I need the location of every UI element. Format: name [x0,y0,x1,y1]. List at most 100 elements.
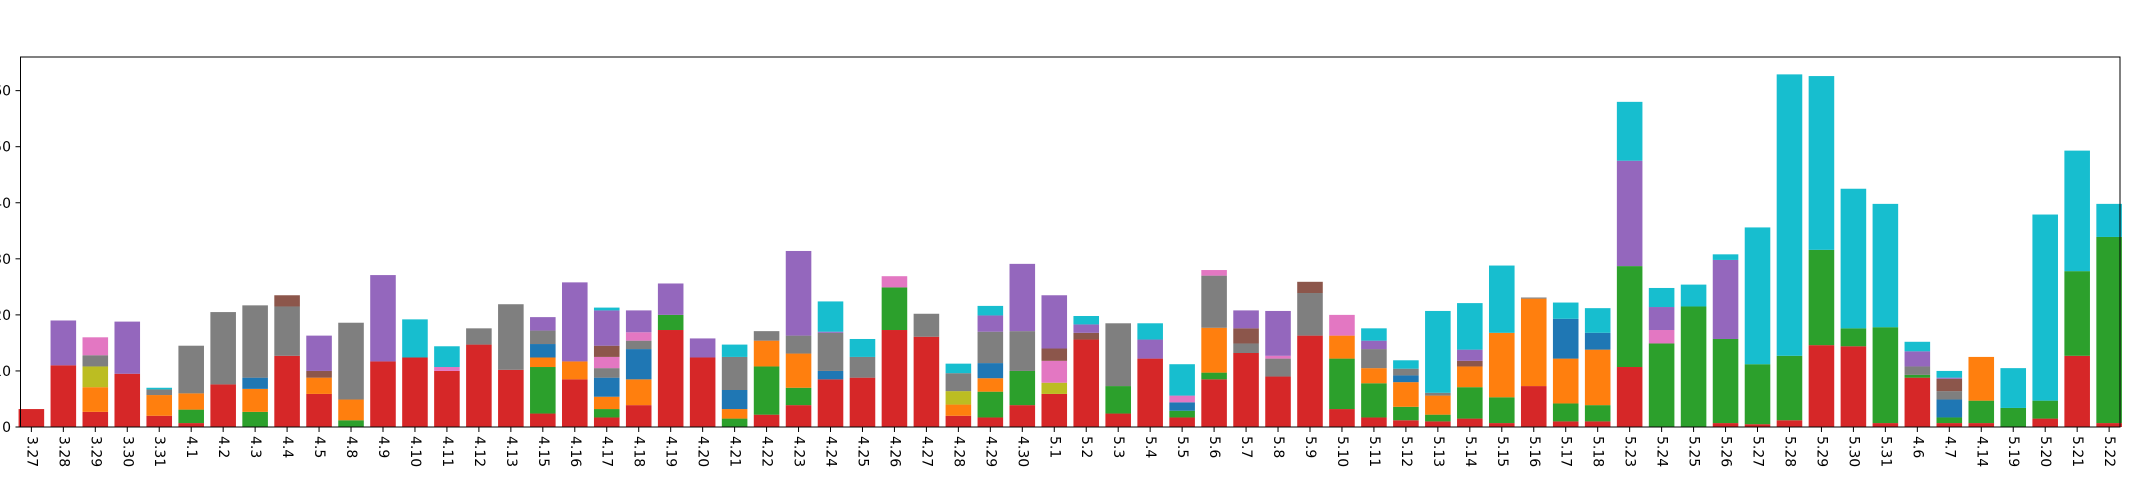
bar-segment [593,345,620,357]
bar-segment [2096,203,2122,237]
bar-segment [817,370,844,380]
x-tick-label: 4.27 [918,436,934,467]
bar-segment [434,346,460,368]
bar-segment [1840,328,1867,347]
bar-segment [1361,328,1387,341]
bar-segment [1712,259,1739,339]
bar-segment [1137,358,1163,427]
bar-segment [1009,370,1036,406]
bar-segment [849,356,876,378]
bar-segment [1201,275,1227,328]
bar-segment [274,355,300,427]
bar-segment [1041,348,1068,361]
bar-segment [1457,349,1483,361]
bar-segment [625,332,652,341]
x-tick-label: 5.10 [1334,436,1350,467]
bar-segment [753,414,780,427]
bar-segment [1744,364,1771,425]
x-tick-label: 3.30 [119,436,135,467]
x-tick-label: 5.27 [1750,436,1766,467]
bar-segment [1425,414,1451,422]
x-tick-label: 5.21 [2069,436,2085,467]
x-tick-label: 5.9 [1302,436,1318,458]
bar-segment [1201,327,1227,373]
bar-segment [1169,417,1195,427]
x-tick-label: 5.20 [2037,436,2053,467]
bar-segment [593,368,620,378]
bar-segment [1137,323,1163,340]
bar-segment [1968,400,1995,424]
bar-segment [1936,370,1963,378]
bar-segment [1233,343,1259,353]
bar-segment [593,310,620,346]
bar-segment [1457,303,1483,350]
x-tick-label: 4.6 [1909,436,1925,458]
bar-segment [1744,227,1771,365]
bar-segment [1105,413,1131,427]
x-tick-label: 5.7 [1238,436,1254,458]
bar-segment [881,330,908,427]
x-tick-label: 4.20 [695,436,711,467]
bar-segment [1968,423,1995,427]
bar-segment [593,356,620,369]
bar-segment [178,409,204,424]
x-tick-label: 4.30 [1014,436,1030,467]
bar-segment [306,393,332,427]
bar-segment [593,377,620,397]
bar-segment [2096,423,2122,427]
bar-segment [1425,392,1451,396]
bar-segment [945,415,972,427]
bar-segment [1329,358,1355,410]
bar-segment [1616,160,1643,267]
bar-segment [593,307,620,311]
bar-segment [1904,377,1931,427]
x-tick-label: 4.4 [279,436,295,458]
x-tick-label: 4.13 [503,436,519,467]
bar-segment [2032,400,2058,419]
x-tick-label: 5.24 [1654,436,1670,467]
bar-segment [1680,306,1707,427]
bar-segment [1616,101,1643,161]
bar-segment [913,313,940,337]
bar-segment [1361,349,1387,369]
x-tick-label: 5.22 [2101,436,2117,467]
bar-segment [561,361,588,380]
bar-segment [753,340,780,367]
bar-segment [593,417,620,427]
bar-segment [2000,407,2027,427]
y-tick-label: 60 [0,84,11,100]
bar-segment [210,312,236,385]
bar-segment [1329,335,1355,359]
bar-segment [1840,188,1867,329]
bar-segment [977,391,1004,418]
bar-segment [1936,399,1963,418]
bar-segment [817,332,844,371]
bar-segment [1457,366,1483,388]
bar-segment [817,301,844,332]
x-tick-label: 4.11 [439,436,455,467]
bar-segment [977,315,1004,332]
bar-segment [1712,423,1739,427]
bar-segment [1552,403,1579,422]
bar-segment [977,363,1004,379]
bar-segment [1584,421,1611,427]
bar-segment [2000,368,2027,408]
bar-segment [1265,376,1291,427]
bar-segment [242,411,268,427]
bar-segment [753,366,780,415]
x-tick-label: 5.16 [1526,436,1542,467]
bar-segment [561,379,588,427]
bar-segment [114,373,141,427]
bar-segment [1425,421,1451,427]
bar-segment [817,379,844,427]
bar-segment [1904,351,1931,367]
bar-segment [1552,358,1579,404]
bar-segment [2064,271,2090,356]
bar-segment [82,355,109,367]
bar-segment [82,366,109,388]
bar-segment [114,321,141,374]
bar-segment [2032,418,2058,427]
bar-segment [338,322,364,400]
